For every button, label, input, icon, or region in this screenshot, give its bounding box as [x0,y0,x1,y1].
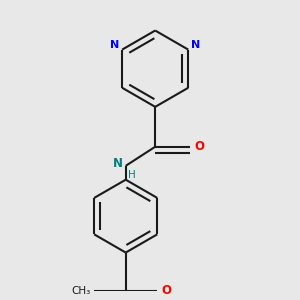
Text: O: O [162,284,172,297]
Text: N: N [113,157,123,170]
Text: O: O [195,140,205,153]
Text: CH₃: CH₃ [72,286,91,296]
Text: H: H [128,170,136,180]
Text: N: N [191,40,200,50]
Text: N: N [110,40,119,50]
